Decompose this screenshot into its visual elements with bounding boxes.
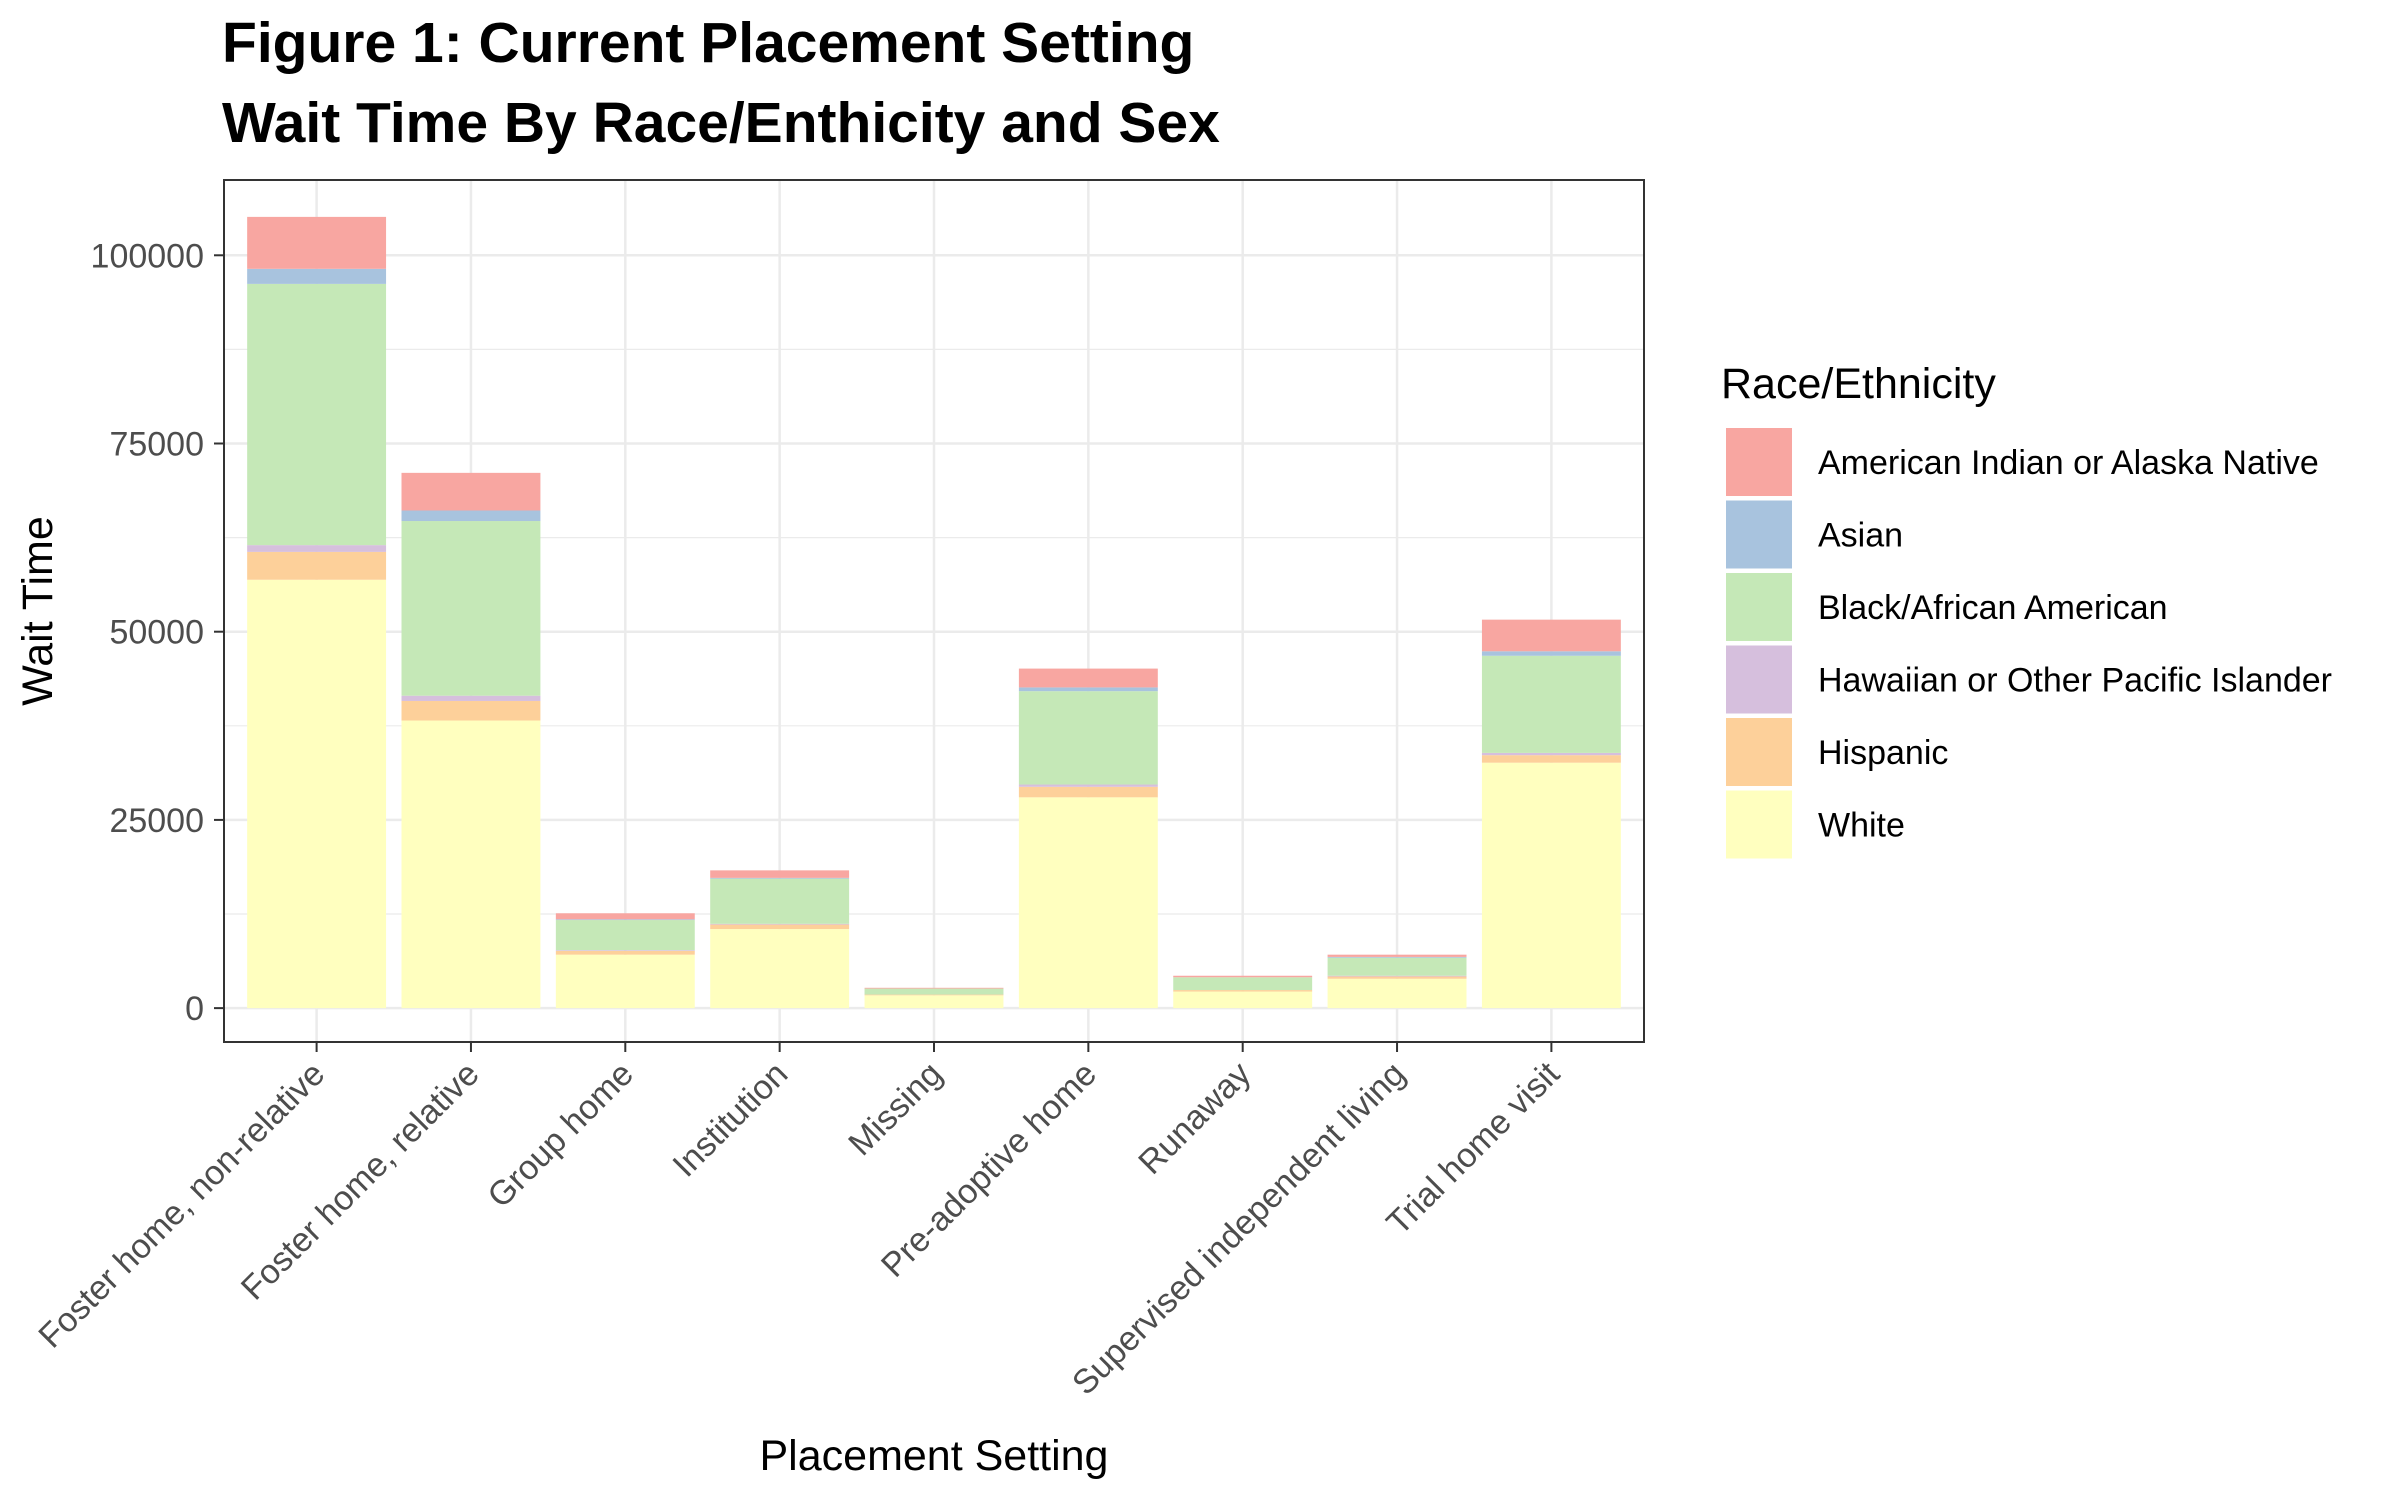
bar-segment: [401, 700, 541, 721]
y-tick-label: 50000: [109, 614, 204, 652]
bar-segment: [710, 929, 850, 1009]
legend-swatch: [1726, 573, 1792, 641]
bar-segment: [1173, 975, 1313, 978]
bar-segment: [1327, 956, 1467, 958]
bar-segment: [1173, 990, 1313, 992]
bar-segment: [1481, 755, 1621, 763]
legend-items: American Indian or Alaska Native Asian Bla…: [1726, 428, 2332, 859]
bar-segment: [864, 994, 1004, 996]
bar-segment: [864, 987, 1004, 989]
bar-segment: [555, 954, 695, 1009]
legend-swatch: [1726, 645, 1792, 714]
x-tick-label: Group home: [480, 1055, 641, 1216]
legend-label: Black/African American: [1818, 589, 2168, 627]
bar-stack: [1018, 668, 1158, 1009]
bar-stack: [401, 472, 541, 1009]
bar-segment: [401, 510, 541, 522]
bar-segment: [1018, 784, 1158, 787]
legend-label: American Indian or Alaska Native: [1818, 444, 2319, 482]
legend-label: Hispanic: [1818, 734, 1948, 772]
bar-segment: [1481, 752, 1621, 756]
x-tick-label: Runaway: [1131, 1055, 1258, 1182]
bar-segment: [401, 521, 541, 696]
legend-label: Hawaiian or Other Pacific Islander: [1818, 662, 2332, 700]
bar-segment: [1327, 957, 1467, 976]
bar-segment: [1481, 619, 1621, 652]
bar-segment: [247, 268, 387, 284]
legend-label: White: [1818, 807, 1905, 845]
bar-segment: [710, 870, 850, 878]
bar-segment: [401, 695, 541, 701]
bar-segment: [401, 472, 541, 511]
bar-segment: [555, 950, 695, 951]
bar-segment: [247, 545, 387, 552]
bar-stack: [1173, 975, 1313, 1009]
bar-segment: [710, 878, 850, 924]
bar-segment: [247, 283, 387, 546]
bar-segment: [555, 950, 695, 955]
bar-segment: [247, 579, 387, 1009]
y-tick-label: 100000: [91, 237, 204, 275]
bar-segment: [710, 924, 850, 930]
legend-swatch: [1726, 790, 1792, 859]
bar-segment: [1327, 978, 1467, 1009]
bar-segment: [1018, 687, 1158, 692]
bar-segment: [1018, 786, 1158, 798]
y-tick-label: 75000: [109, 425, 204, 463]
bar-segment: [1481, 655, 1621, 753]
bar-segment: [1481, 762, 1621, 1009]
legend-label: Asian: [1818, 517, 1903, 555]
chart-title: Figure 1: Current Placement Setting: [222, 11, 1194, 75]
x-tick-label: Institution: [666, 1055, 796, 1185]
chart-subtitle: Wait Time By Race/Enthicity and Sex: [222, 91, 1220, 155]
bar-stack: [247, 216, 387, 1009]
bar-segment: [710, 877, 850, 879]
bars: [247, 216, 1621, 1009]
bar-segment: [864, 988, 1004, 995]
bar-segment: [1018, 797, 1158, 1009]
bar-segment: [247, 216, 387, 269]
bar-segment: [1018, 691, 1158, 785]
legend-title: Race/Ethnicity: [1721, 360, 1996, 408]
bar-segment: [1018, 668, 1158, 688]
bar-stack: [555, 913, 695, 1009]
bar-segment: [555, 913, 695, 920]
bar-segment: [1173, 977, 1313, 991]
bar-segment: [1327, 976, 1467, 979]
x-axis-title: Placement Setting: [760, 1432, 1109, 1480]
bar-stack: [1327, 954, 1467, 1009]
bar-segment: [555, 919, 695, 921]
bar-segment: [247, 551, 387, 580]
bar-segment: [1173, 991, 1313, 1009]
bar-segment: [710, 923, 850, 925]
bar-segment: [1481, 651, 1621, 656]
bar-stack: [710, 870, 850, 1009]
legend-swatch: [1726, 718, 1792, 786]
y-tick-label: 25000: [109, 802, 204, 840]
bar-segment: [864, 995, 1004, 1009]
y-tick-label: 0: [185, 990, 204, 1028]
bar-segment: [555, 920, 695, 951]
y-axis-title: Wait Time: [14, 516, 62, 706]
legend: Race/Ethnicity American Indian or Alaska…: [1721, 360, 2332, 859]
bar-segment: [1327, 954, 1467, 957]
x-tick-label: Missing: [841, 1055, 949, 1163]
legend-swatch: [1726, 500, 1792, 569]
bar-segment: [401, 720, 541, 1009]
legend-swatch: [1726, 428, 1792, 496]
bar-segment: [1327, 975, 1467, 977]
x-tick-label: Supervised independent living: [1065, 1055, 1413, 1403]
bar-stack: [1481, 619, 1621, 1009]
bar-stack: [864, 987, 1004, 1009]
x-tick-label: Foster home, non-relative: [31, 1055, 332, 1356]
